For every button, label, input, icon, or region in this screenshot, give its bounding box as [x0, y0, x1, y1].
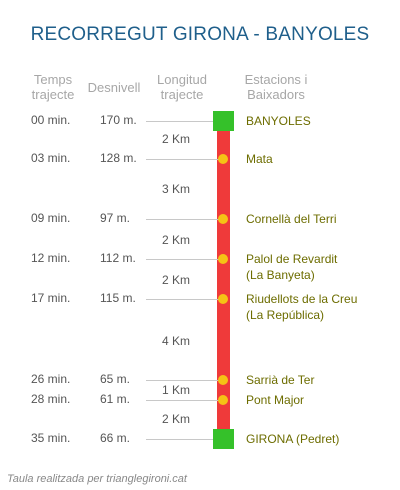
segment-distance: 2 Km	[161, 132, 190, 146]
segment-distance: 1 Km	[161, 383, 190, 397]
header-temps: Temps trajecte	[31, 72, 75, 102]
station-name: Cornellà del Terri	[246, 212, 337, 226]
station-subname: (La República)	[246, 308, 325, 322]
stop-time: 09 min.	[31, 211, 71, 225]
row-divider	[146, 400, 219, 401]
stop-time: 03 min.	[31, 151, 71, 165]
row-divider	[146, 121, 219, 122]
station-name: Mata	[246, 152, 273, 166]
station-name: Palol de Revardit	[246, 252, 338, 266]
credit-note: Taula realitzada per trianglegironi.cat	[7, 473, 187, 485]
stop-marker	[218, 294, 228, 304]
stop-time: 00 min.	[31, 113, 71, 127]
header-longitud: Longitud trajecte	[157, 72, 207, 102]
station-name: GIRONA (Pedret)	[246, 432, 340, 446]
segment-distance: 2 Km	[161, 412, 190, 426]
row-divider	[146, 380, 219, 381]
stop-time: 12 min.	[31, 251, 71, 265]
stop-elevation: 61 m.	[100, 392, 131, 406]
row-divider	[146, 439, 219, 440]
segment-distance: 4 Km	[161, 334, 190, 348]
stop-time: 35 min.	[31, 431, 71, 445]
terminal-marker	[213, 429, 234, 449]
station-name: Pont Major	[246, 393, 305, 407]
station-name: BANYOLES	[246, 114, 311, 128]
stop-marker	[218, 375, 228, 385]
station-name: Sarrià de Ter	[246, 373, 315, 387]
stop-marker	[218, 254, 228, 264]
header-estacions: Estacions i Baixadors	[244, 72, 308, 102]
row-divider	[146, 299, 219, 300]
stop-elevation: 128 m.	[100, 151, 137, 165]
stop-time: 28 min.	[31, 392, 71, 406]
stop-elevation: 66 m.	[100, 431, 131, 445]
row-divider	[146, 159, 219, 160]
stop-marker	[218, 395, 228, 405]
stop-elevation: 112 m.	[100, 251, 136, 265]
segment-distance: 2 Km	[161, 233, 190, 247]
stop-time: 17 min.	[31, 291, 71, 305]
stop-time: 26 min.	[31, 372, 71, 386]
stop-marker	[218, 154, 228, 164]
stop-marker	[218, 214, 228, 224]
segment-distance: 2 Km	[161, 273, 190, 287]
stop-elevation: 65 m.	[100, 372, 131, 386]
stop-elevation: 115 m.	[100, 291, 136, 305]
segment-distance: 3 Km	[161, 182, 190, 196]
station-name: Riudellots de la Creu	[246, 292, 358, 306]
page-title: RECORREGUT GIRONA - BANYOLES	[30, 24, 370, 45]
row-divider	[146, 219, 219, 220]
terminal-marker	[213, 111, 234, 131]
row-divider	[146, 259, 219, 260]
stop-elevation: 170 m.	[100, 113, 137, 127]
station-subname: (La Banyeta)	[246, 268, 315, 282]
header-desnivell: Desnivell	[87, 80, 141, 95]
route-rail	[217, 121, 230, 440]
stop-elevation: 97 m.	[100, 211, 131, 225]
